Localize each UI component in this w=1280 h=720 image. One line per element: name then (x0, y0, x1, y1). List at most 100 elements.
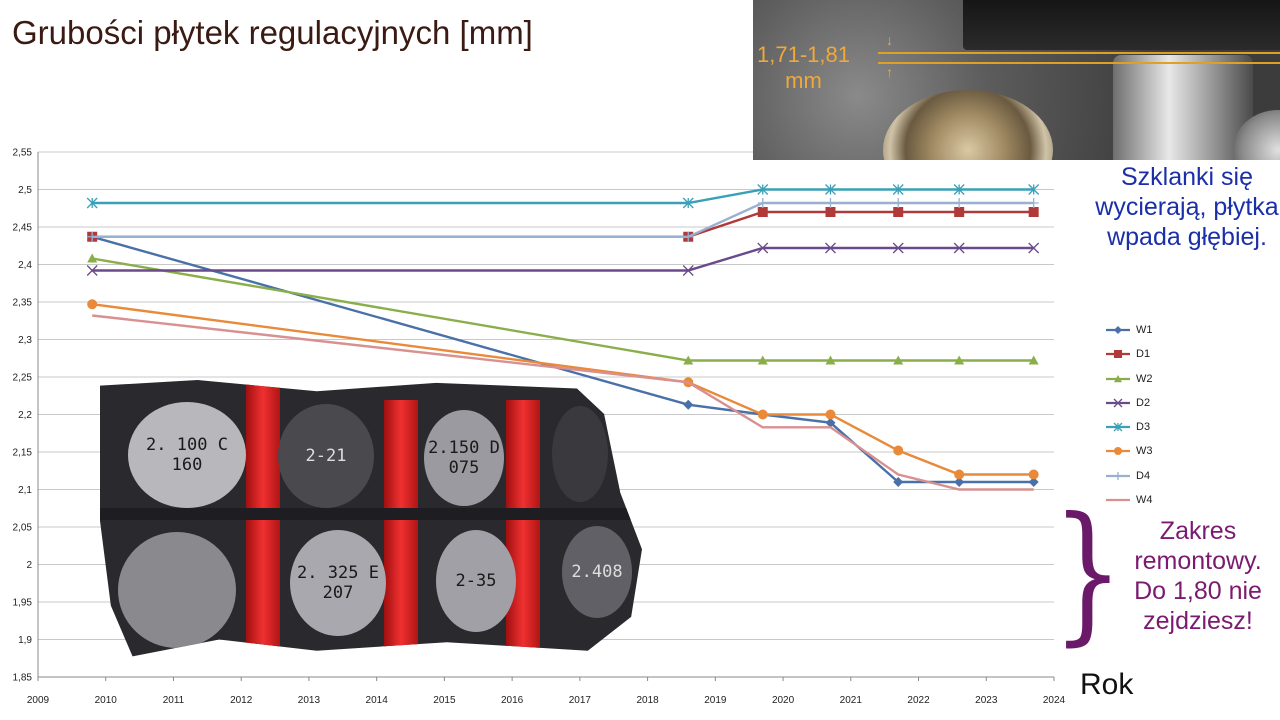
tray-divider (100, 508, 642, 520)
data-point (893, 207, 904, 217)
data-point (825, 242, 836, 254)
shim-disc-stack (552, 406, 608, 502)
shim-disc-label: 2. 100 C 160 (146, 435, 228, 475)
x-tick-label: 2021 (840, 695, 863, 706)
curly-brace-icon: } (1052, 486, 1124, 660)
shim-disc: 2-21 (278, 404, 374, 508)
tray-red-separator (384, 400, 418, 650)
y-tick-label: 1,85 (13, 673, 33, 684)
shim-disc: 2.408 (562, 526, 632, 618)
tray-red-separator (246, 380, 280, 657)
x-tick-label: 2016 (501, 695, 524, 706)
shim-disc: 2-35 (436, 530, 516, 632)
shim-disc-label: 2-35 (455, 571, 497, 591)
data-point (893, 355, 904, 365)
shim-disc-label: 2.150 D 075 (428, 438, 500, 478)
legend-label: W3 (1136, 445, 1153, 458)
x-tick-label: 2019 (704, 695, 727, 706)
x-axis-caption: Rok (1080, 668, 1134, 701)
data-point (682, 197, 694, 209)
shim-disc: 2. 100 C 160 (128, 402, 246, 508)
legend-label: W2 (1136, 372, 1153, 385)
data-point (953, 184, 965, 195)
chart-series (86, 184, 1040, 491)
data-point (893, 198, 904, 208)
series-line (92, 210, 1034, 239)
data-point (825, 409, 836, 420)
data-point (1028, 242, 1040, 254)
data-point (757, 207, 768, 217)
data-point (1028, 207, 1039, 217)
legend-swatch (1106, 374, 1130, 382)
data-point (87, 299, 98, 310)
data-point (682, 265, 694, 276)
y-tick-label: 2,35 (13, 298, 33, 309)
y-tick-label: 2,05 (13, 523, 33, 534)
data-point (954, 477, 965, 487)
legend-label: D3 (1136, 421, 1151, 434)
x-tick-label: 2024 (1043, 695, 1066, 706)
data-point (86, 265, 98, 276)
data-point (757, 198, 768, 208)
data-point (683, 231, 694, 242)
note-repair-range: Zakres remontowy. Do 1,80 nie zejdziesz! (1134, 517, 1262, 635)
legend-item: D1 (1104, 344, 1194, 368)
data-point (893, 445, 904, 456)
legend-swatch (1106, 447, 1130, 456)
legend-swatch (1106, 498, 1130, 502)
y-tick-label: 1,9 (18, 635, 32, 646)
series-w4 (92, 314, 1034, 491)
arrow-down-icon: ↓ (886, 32, 893, 48)
data-point (1028, 184, 1040, 195)
data-point (1028, 477, 1039, 487)
y-tick-label: 2,1 (18, 485, 32, 496)
legend-item: D3 (1104, 417, 1194, 441)
data-point (825, 417, 836, 428)
data-point (825, 184, 836, 195)
x-tick-label: 2012 (230, 695, 253, 706)
series-line (92, 201, 1034, 239)
series-line (92, 188, 1034, 205)
shim-disc-label: 2.408 (571, 562, 623, 582)
data-point (893, 477, 904, 487)
y-tick-label: 2,2 (18, 410, 32, 421)
x-tick-label: 2010 (95, 695, 118, 706)
data-point (757, 242, 769, 254)
y-tick-label: 2,4 (18, 260, 32, 271)
note-wear: Szklanki się wycierają, płytka wpada głę… (1095, 163, 1279, 251)
x-tick-label: 2014 (366, 695, 389, 706)
data-point (757, 409, 768, 420)
x-tick-label: 2013 (298, 695, 321, 706)
y-tick-label: 2,15 (13, 448, 33, 459)
shim-tray-photo: 2. 100 C 160 2-21 2.150 D 075 2. 325 E 2… (100, 380, 642, 657)
data-point (825, 355, 836, 365)
x-axis-ticks: 2009 2010 2011 2012 2013 2014 2015 2016 2017 2018… (27, 677, 1066, 706)
data-point (954, 469, 965, 480)
chart-legend: W1 D1 W2 D2 D3 W3 D4 W4 (1104, 320, 1194, 514)
shim-disc-stack (118, 532, 236, 648)
data-point (953, 242, 965, 254)
measure-unit: mm (785, 68, 822, 93)
legend-swatch (1106, 398, 1130, 408)
x-tick-label: 2022 (907, 695, 930, 706)
series-w2 (87, 253, 1039, 365)
series-d4 (87, 198, 1039, 242)
series-d2 (86, 242, 1040, 276)
y-tick-label: 2,55 (13, 148, 33, 159)
data-point (892, 184, 904, 195)
shim-measure-photo: ↓ ↑ 1,71-1,81 mm (753, 0, 1280, 160)
legend-item: W3 (1104, 441, 1194, 465)
data-point (86, 197, 98, 209)
x-tick-label: 2023 (975, 695, 998, 706)
data-point (954, 198, 965, 208)
series-line (92, 246, 1034, 272)
data-point (825, 198, 836, 208)
data-point (825, 207, 836, 217)
measure-line-bottom (878, 62, 1280, 64)
y-axis-ticks: 1,85 1,9 1,95 2 2,05 2,1 2,15 2,2 2,25 2,3 2,35 2,4… (13, 148, 33, 684)
legend-item: W2 (1104, 369, 1194, 393)
data-point (757, 184, 769, 195)
shim-disc-label: 2. 325 E 207 (297, 563, 379, 603)
data-point (87, 231, 98, 242)
data-point (683, 355, 694, 365)
